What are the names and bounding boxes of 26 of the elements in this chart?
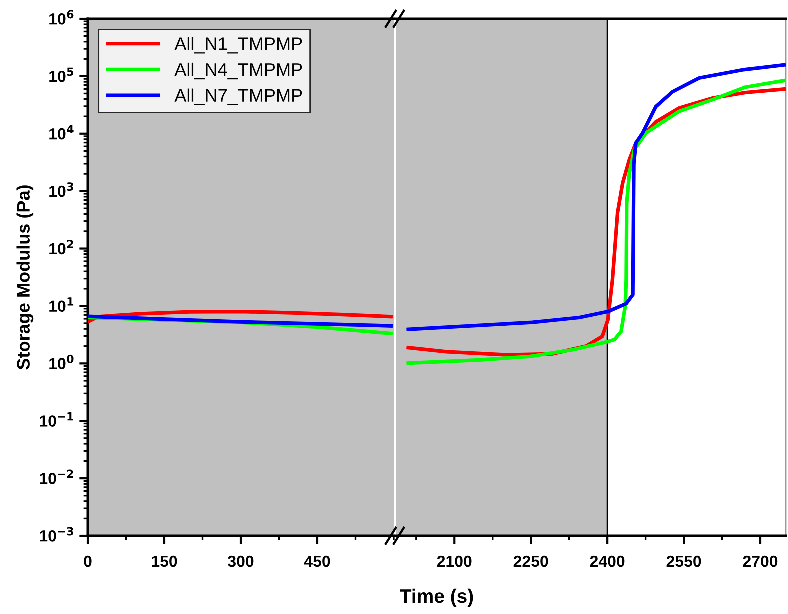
y-tick-label: 10$^{2}$ [50,240,74,255]
x-tick-label: 2250 [514,556,548,568]
y-tick-label: 10$^{−2}$ [40,470,74,484]
y-tick-label: 10$^{5}$ [50,68,74,82]
y-axis-title: Storage Modulus (Pa) [16,186,34,370]
x-tick-label: 2100 [437,556,472,568]
x-tick-label: 2550 [666,556,702,568]
y-tick-label: 10$^{6}$ [50,10,74,25]
legend-label: All_N7_TMPMP [174,88,302,106]
x-axis-title: Time (s) [400,588,474,608]
y-tick-label: 10$^{0}$ [50,354,74,370]
x-tick-label: 0 [84,556,92,568]
x-tick-label: 150 [152,556,178,568]
x-tick-label: 450 [304,556,330,568]
x-tick-label: 300 [228,556,254,568]
x-tick-label: 2700 [743,556,778,568]
legend-label: All_N1_TMPMP [174,37,302,54]
line-series [88,310,394,324]
legend-label: All_N4_TMPMP [174,62,302,80]
y-tick-label: 10$^{−1}$ [40,412,74,427]
x-tick-label: 2400 [590,556,625,568]
line-series [88,314,394,328]
y-tick-label: 10$^{−3}$ [40,527,74,542]
y-tick-label: 10$^{4}$ [50,125,74,140]
y-tick-label: 10$^{3}$ [50,182,74,198]
y-tick-label: 10$^{1}$ [50,298,74,312]
